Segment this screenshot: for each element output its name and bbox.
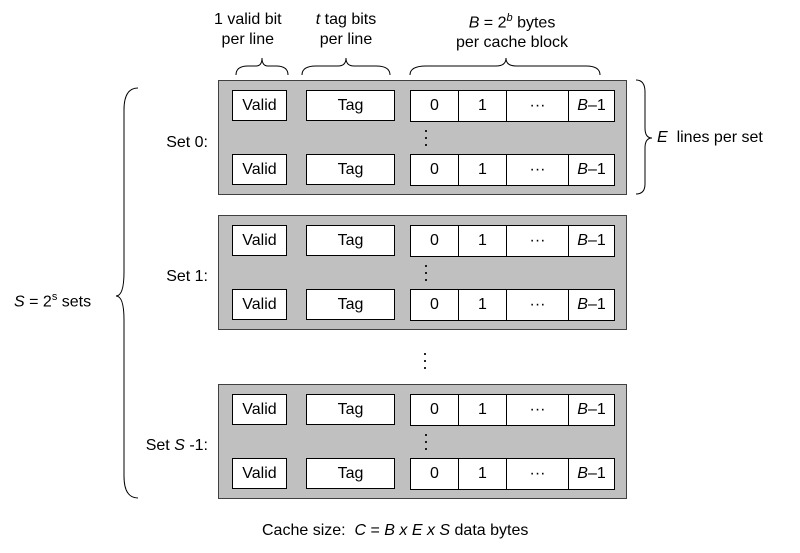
last-byte-cell: B –1 — [577, 296, 606, 313]
last-byte-cell: B –1 — [577, 161, 606, 178]
block-brace — [409, 57, 601, 76]
block-header-line1: B = 2b bytes — [468, 12, 556, 32]
lines-per-set-brace — [635, 79, 653, 195]
byte-1-cell: 1 — [459, 155, 507, 185]
set-1-label: Set 1: — [166, 268, 208, 285]
last-byte-cell: B –1 — [577, 401, 606, 418]
ellipsis-cell: ··· — [507, 290, 569, 320]
tag-cell: Tag — [306, 90, 395, 121]
cache-block: 0 1 ··· B –1 — [410, 458, 615, 490]
valid-header-line2: per line — [221, 31, 275, 48]
byte-1-cell: 1 — [459, 459, 507, 489]
byte-1-cell: 1 — [459, 395, 507, 425]
byte-0-cell: 0 — [411, 91, 459, 121]
byte-0-cell: 0 — [411, 226, 459, 256]
cache-block: 0 1 ··· B –1 — [410, 90, 615, 122]
ellipsis-cell: ··· — [507, 91, 569, 121]
tag-cell: Tag — [306, 154, 395, 185]
set-0-box: Valid Tag 0 1 ··· B –1 · · · Valid Tag 0 1 … — [218, 80, 627, 195]
set-last-label: Set S -1: — [145, 437, 208, 454]
last-byte-cell: B –1 — [577, 465, 606, 482]
valid-header-line1: 1 valid bit — [214, 11, 282, 28]
valid-cell: Valid — [232, 225, 287, 256]
byte-0-cell: 0 — [411, 290, 459, 320]
ellipsis-cell: ··· — [507, 226, 569, 256]
block-bytes-header: B = 2b bytes per cache block — [412, 8, 612, 53]
tag-cell: Tag — [306, 289, 395, 320]
valid-brace — [235, 57, 289, 76]
tag-header-line2: per line — [319, 31, 373, 48]
cache-block: 0 1 ··· B –1 — [410, 394, 615, 426]
lines-per-set-label: E lines per set — [657, 129, 763, 146]
set-0-label: Set 0: — [166, 134, 208, 151]
valid-cell: Valid — [232, 90, 287, 121]
tag-cell: Tag — [306, 225, 395, 256]
valid-cell: Valid — [232, 154, 287, 185]
block-header-line2: per cache block — [455, 34, 569, 52]
last-byte-cell: B –1 — [577, 232, 606, 249]
valid-cell: Valid — [232, 289, 287, 320]
byte-1-cell: 1 — [459, 226, 507, 256]
last-byte-cell: B –1 — [577, 97, 606, 114]
ellipsis-cell: ··· — [507, 155, 569, 185]
ellipsis-cell: ··· — [507, 459, 569, 489]
byte-1-cell: 1 — [459, 290, 507, 320]
byte-0-cell: 0 — [411, 459, 459, 489]
tag-brace — [301, 57, 391, 76]
sets-brace — [115, 87, 139, 499]
cache-block: 0 1 ··· B –1 — [410, 154, 615, 186]
byte-0-cell: 0 — [411, 155, 459, 185]
valid-cell: Valid — [232, 394, 287, 425]
vertical-ellipsis-icon: · · · — [423, 424, 429, 458]
set-1-box: Valid Tag 0 1 ··· B –1 · · · Valid Tag 0 1 … — [218, 215, 627, 330]
tag-cell: Tag — [306, 394, 395, 425]
cache-block: 0 1 ··· B –1 — [410, 289, 615, 321]
ellipsis-cell: ··· — [507, 395, 569, 425]
byte-1-cell: 1 — [459, 91, 507, 121]
tag-header-line1: t tag bits — [315, 11, 377, 28]
tag-bits-header: t tag bits per line — [304, 10, 388, 50]
cache-block: 0 1 ··· B –1 — [410, 225, 615, 257]
valid-cell: Valid — [232, 458, 287, 489]
sets-count-label: S = 2s sets — [14, 291, 92, 311]
vertical-ellipsis-icon: · · · — [423, 255, 429, 289]
vertical-ellipsis-icon: · · · — [423, 120, 429, 154]
valid-bit-header: 1 valid bit per line — [214, 10, 282, 50]
tag-cell: Tag — [306, 458, 395, 489]
set-last-box: Valid Tag 0 1 ··· B –1 · · · Valid Tag 0 1 … — [218, 384, 627, 499]
cache-size-formula: Cache size: C = B x E x S data bytes — [262, 522, 529, 539]
sets-ellipsis-icon: · · · — [422, 343, 428, 377]
byte-0-cell: 0 — [411, 395, 459, 425]
